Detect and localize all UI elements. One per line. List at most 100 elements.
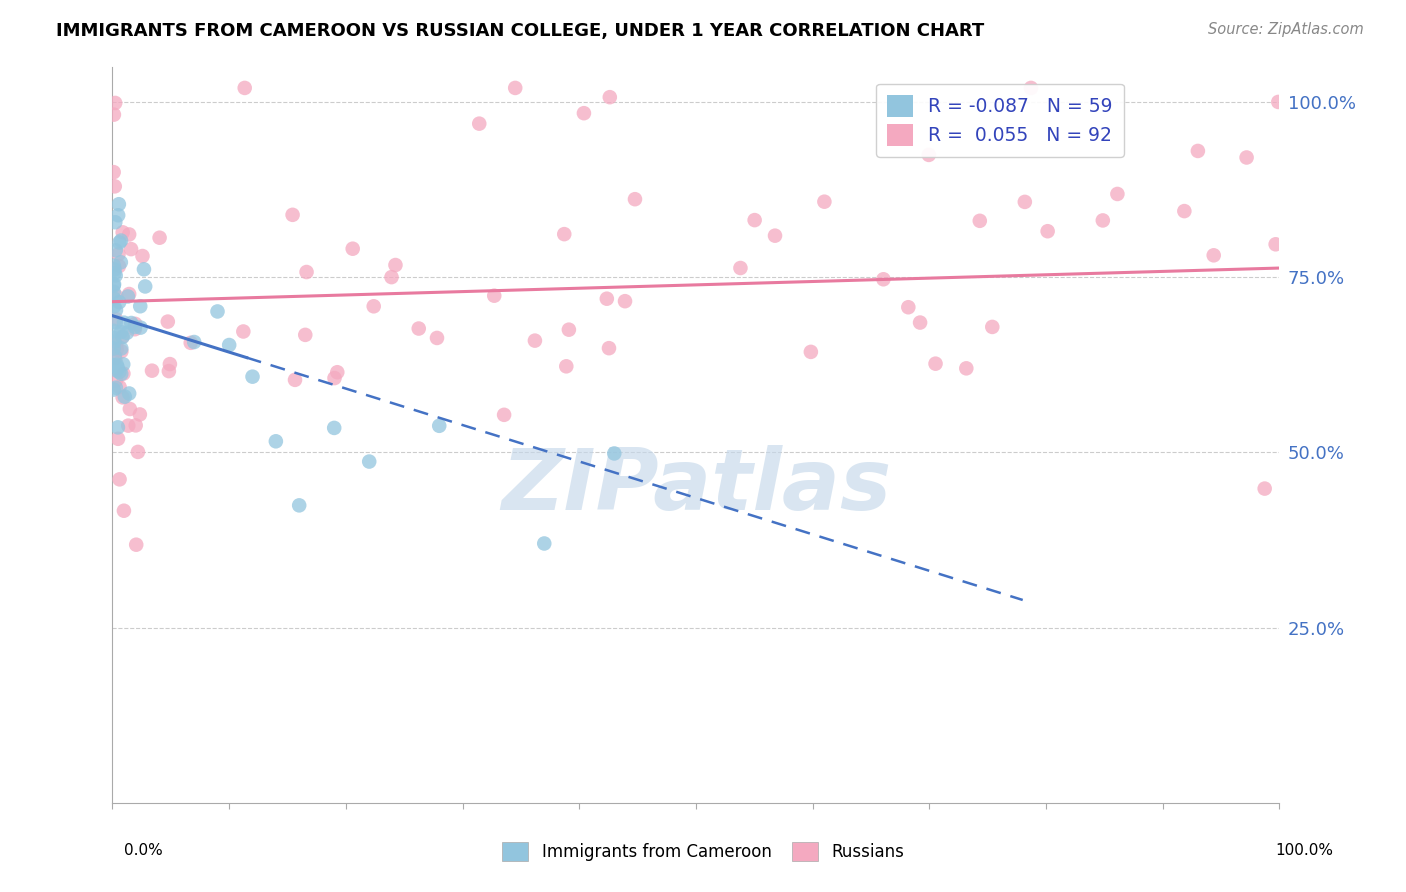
Point bbox=[128, 408, 150, 422]
Point bbox=[558, 323, 581, 337]
Point bbox=[294, 327, 316, 342]
Point bbox=[110, 367, 132, 381]
Point bbox=[503, 81, 526, 95]
Point bbox=[342, 242, 364, 256]
Point bbox=[1091, 213, 1114, 227]
Point bbox=[288, 499, 311, 513]
Point bbox=[494, 408, 516, 422]
Text: IMMIGRANTS FROM CAMEROON VS RUSSIAN COLLEGE, UNDER 1 YEAR CORRELATION CHART: IMMIGRANTS FROM CAMEROON VS RUSSIAN COLL… bbox=[56, 22, 984, 40]
Text: Source: ZipAtlas.com: Source: ZipAtlas.com bbox=[1208, 22, 1364, 37]
Point bbox=[103, 259, 125, 273]
Point bbox=[129, 320, 152, 334]
Point bbox=[207, 304, 229, 318]
Point bbox=[110, 234, 132, 248]
Point bbox=[1036, 224, 1059, 238]
Point bbox=[107, 208, 129, 222]
Point bbox=[104, 381, 127, 395]
Point bbox=[323, 371, 346, 385]
Point bbox=[108, 235, 131, 250]
Legend: Immigrants from Cameroon, Russians: Immigrants from Cameroon, Russians bbox=[495, 835, 911, 868]
Point bbox=[118, 402, 141, 417]
Point bbox=[118, 386, 141, 401]
Point bbox=[614, 294, 637, 309]
Point bbox=[125, 418, 148, 433]
Point bbox=[114, 390, 136, 404]
Point bbox=[105, 358, 128, 372]
Point bbox=[1187, 144, 1209, 158]
Point bbox=[284, 373, 307, 387]
Point bbox=[763, 228, 786, 243]
Point bbox=[117, 289, 139, 303]
Point bbox=[427, 418, 450, 433]
Point bbox=[110, 325, 132, 339]
Point bbox=[141, 364, 163, 378]
Point bbox=[103, 262, 125, 277]
Point bbox=[104, 349, 127, 363]
Point bbox=[1107, 186, 1129, 201]
Point bbox=[103, 278, 125, 293]
Point bbox=[110, 255, 132, 269]
Point bbox=[924, 357, 946, 371]
Point bbox=[115, 326, 138, 340]
Point bbox=[156, 315, 179, 329]
Point bbox=[111, 225, 134, 239]
Point bbox=[111, 329, 134, 343]
Point bbox=[596, 292, 619, 306]
Point bbox=[118, 227, 141, 242]
Point bbox=[105, 343, 128, 357]
Point bbox=[1236, 151, 1258, 165]
Point bbox=[1202, 248, 1225, 262]
Text: ZIPatlas: ZIPatlas bbox=[501, 445, 891, 528]
Point bbox=[124, 319, 146, 334]
Point bbox=[117, 418, 139, 433]
Point bbox=[363, 299, 385, 313]
Point bbox=[103, 108, 125, 122]
Point bbox=[603, 446, 626, 460]
Point bbox=[183, 334, 205, 349]
Point bbox=[104, 312, 127, 326]
Point bbox=[744, 213, 766, 227]
Point bbox=[131, 249, 153, 263]
Point bbox=[897, 300, 920, 314]
Point bbox=[380, 270, 402, 285]
Point bbox=[112, 316, 135, 330]
Point bbox=[1019, 81, 1042, 95]
Point bbox=[103, 266, 125, 280]
Point bbox=[813, 194, 835, 209]
Point bbox=[426, 331, 449, 345]
Point bbox=[103, 292, 125, 306]
Point bbox=[598, 341, 620, 355]
Point bbox=[112, 367, 135, 381]
Point bbox=[129, 299, 152, 313]
Point bbox=[124, 317, 146, 331]
Point bbox=[108, 197, 131, 211]
Point bbox=[468, 117, 491, 131]
Point bbox=[233, 81, 256, 95]
Point bbox=[149, 230, 172, 244]
Point bbox=[800, 344, 823, 359]
Point bbox=[180, 335, 202, 350]
Point bbox=[103, 324, 125, 338]
Point bbox=[523, 334, 546, 348]
Point bbox=[118, 287, 141, 301]
Point bbox=[624, 192, 647, 206]
Point bbox=[159, 357, 181, 371]
Point bbox=[104, 351, 127, 366]
Point bbox=[484, 288, 506, 302]
Point bbox=[110, 342, 132, 356]
Point bbox=[1173, 204, 1195, 219]
Point bbox=[107, 432, 129, 446]
Point bbox=[918, 148, 941, 162]
Point bbox=[103, 358, 125, 372]
Point bbox=[218, 338, 240, 352]
Point bbox=[103, 165, 125, 179]
Point bbox=[730, 260, 752, 275]
Point bbox=[408, 321, 430, 335]
Point bbox=[384, 258, 406, 272]
Point bbox=[104, 315, 127, 329]
Point bbox=[295, 265, 318, 279]
Point bbox=[108, 365, 131, 379]
Point bbox=[125, 538, 148, 552]
Point bbox=[104, 374, 127, 388]
Point bbox=[108, 295, 131, 310]
